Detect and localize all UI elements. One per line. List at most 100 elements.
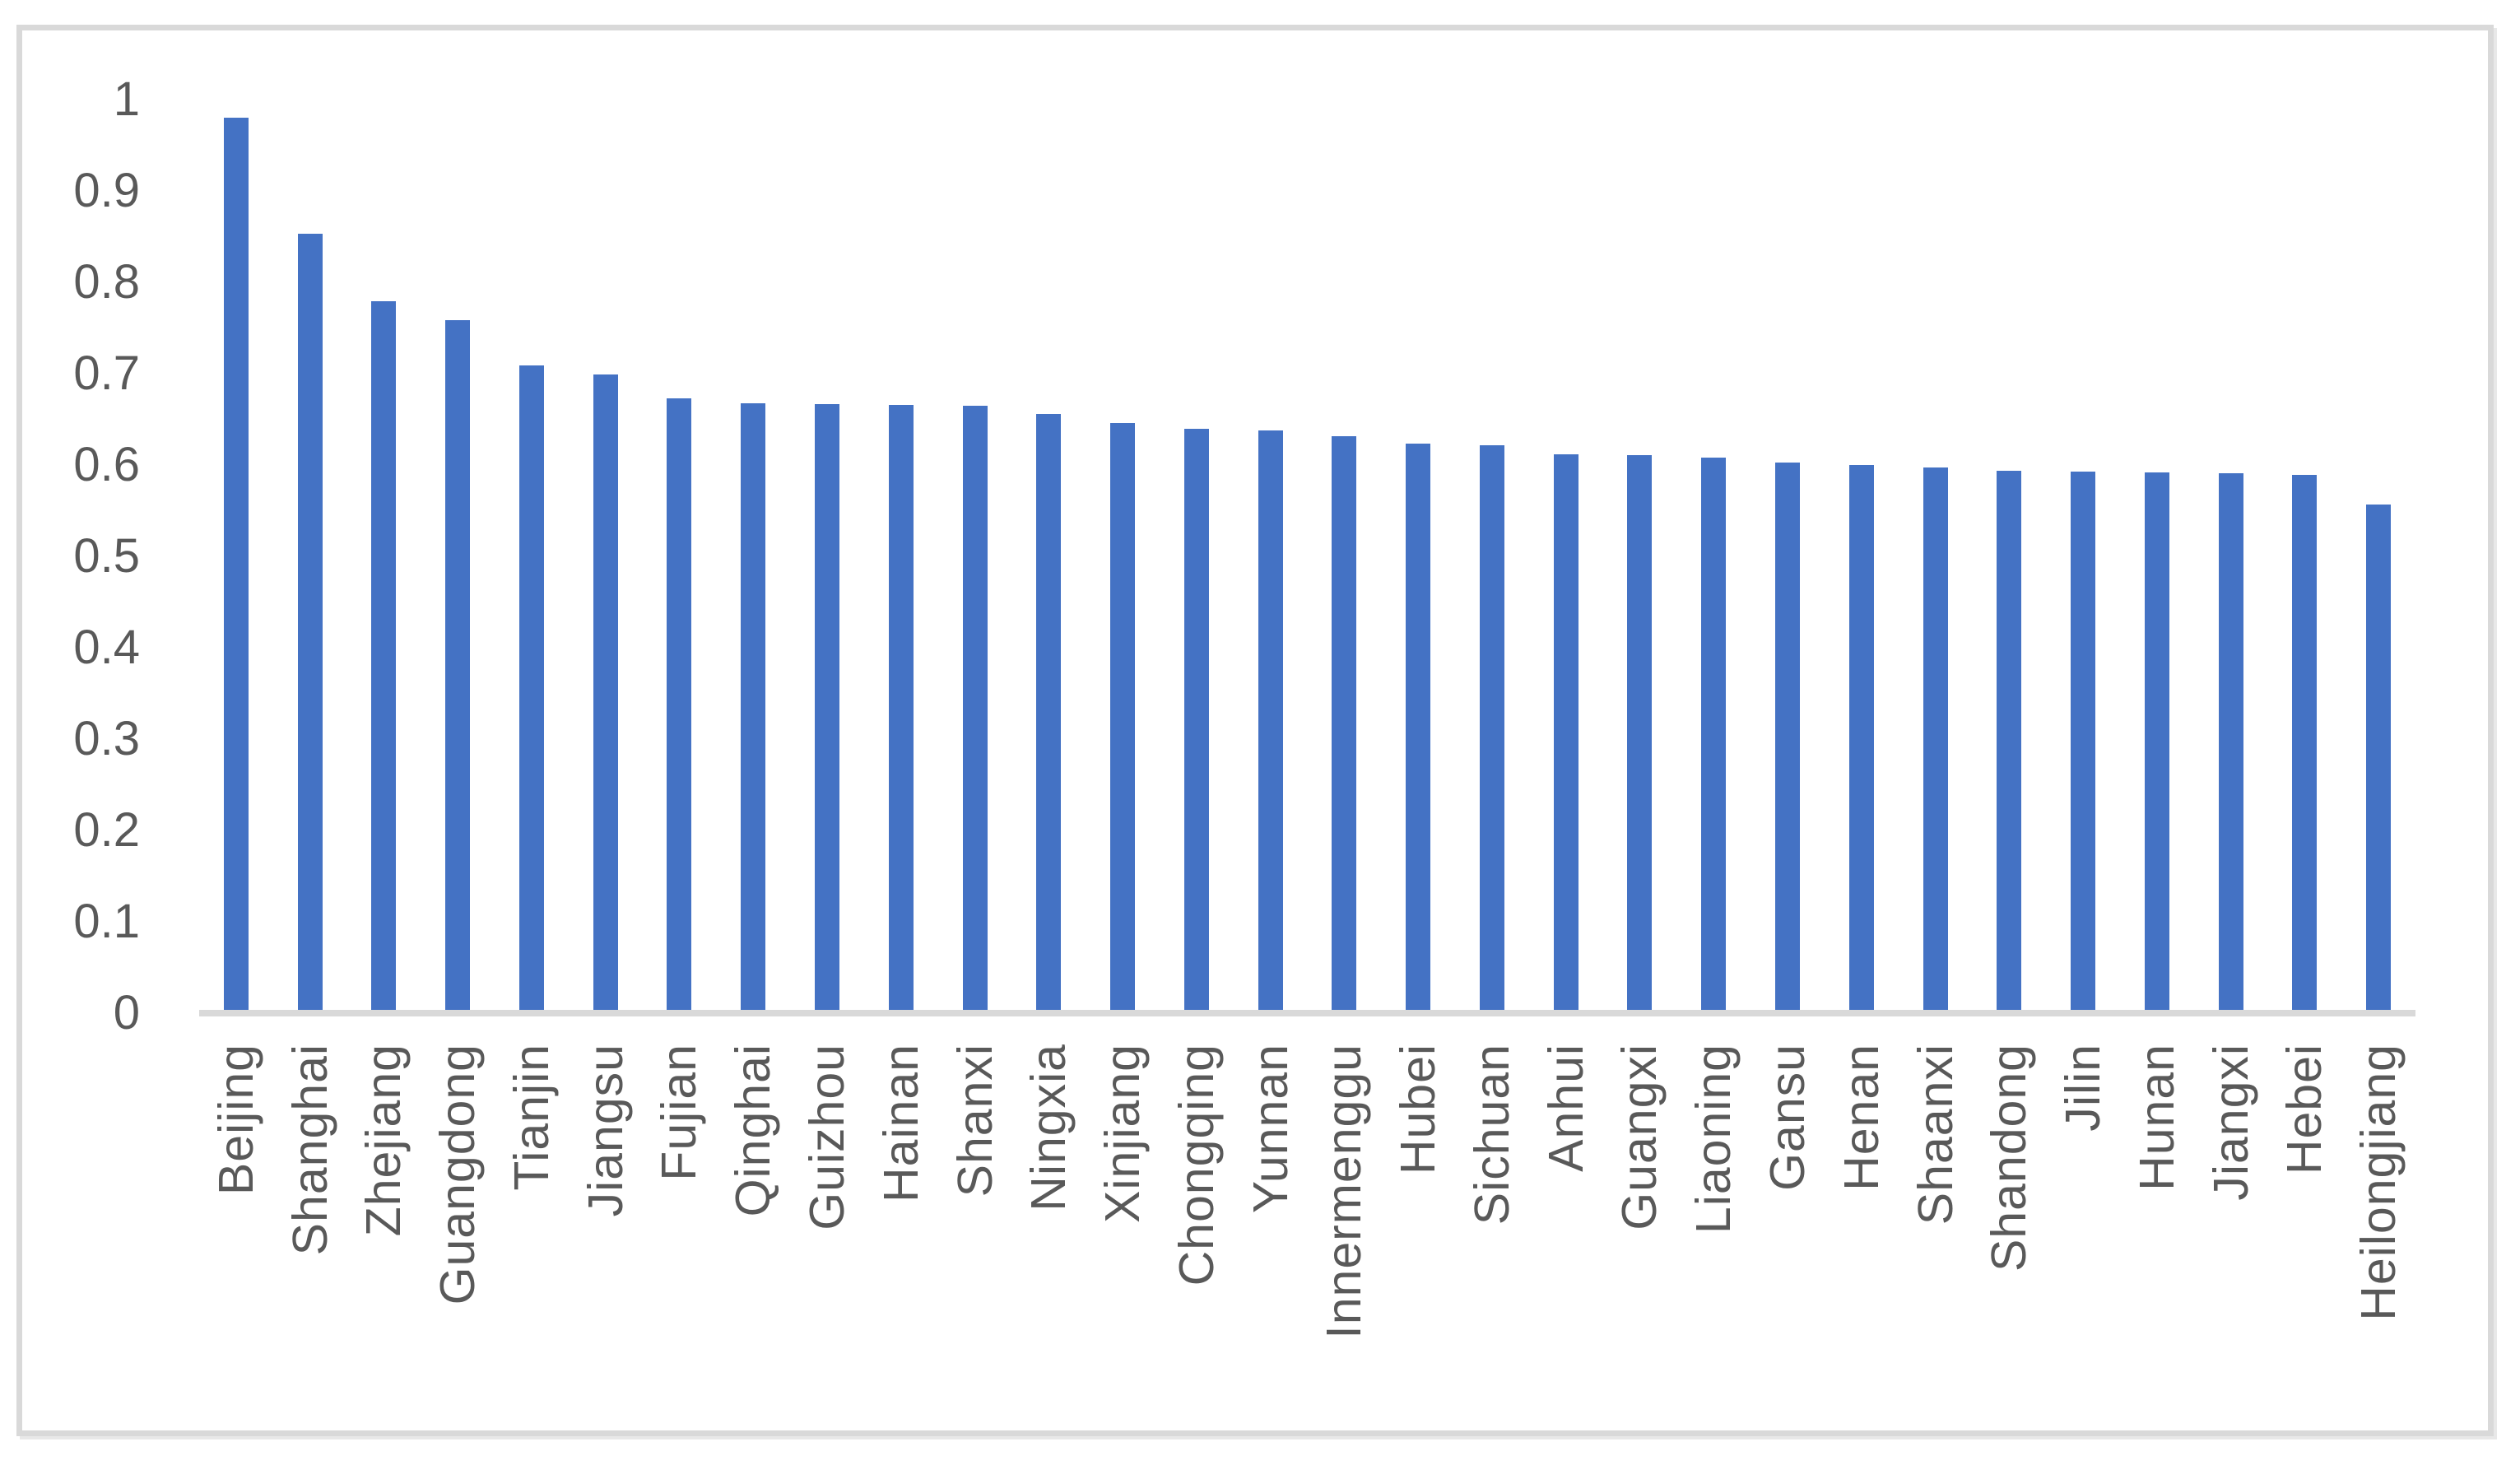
x-axis-label: Beijing	[209, 1044, 263, 1196]
bar	[298, 234, 323, 1010]
bar	[1406, 444, 1430, 1010]
x-axis-label-wrap: Gansu	[1758, 1044, 1817, 1191]
x-axis-label-wrap: Jiangsu	[576, 1044, 635, 1216]
bar	[1627, 455, 1652, 1010]
x-axis-label: Hubei	[1391, 1044, 1445, 1175]
x-axis-label: Shanxi	[948, 1044, 1002, 1198]
x-axis-label-wrap: Sichuan	[1462, 1044, 1522, 1225]
x-axis-label-wrap: Guizhou	[797, 1044, 857, 1230]
bar	[667, 398, 691, 1010]
bar	[1036, 414, 1061, 1010]
x-axis-label-wrap: Hubei	[1388, 1044, 1448, 1174]
y-axis-tick-label: 0.8	[73, 255, 140, 309]
bar	[1849, 465, 1874, 1010]
x-axis-label-wrap: Chongqing	[1167, 1044, 1226, 1286]
x-axis-label: Tianjin	[504, 1044, 559, 1191]
y-axis-tick-label: 1	[113, 72, 140, 126]
bar	[519, 365, 544, 1010]
x-axis-label-wrap: Jilin	[2053, 1044, 2113, 1132]
bar	[1775, 463, 1800, 1010]
bar	[963, 406, 988, 1010]
x-axis-label-wrap: Beijing	[207, 1044, 266, 1195]
bar	[2071, 472, 2095, 1010]
x-axis-label: Innermenggu	[1317, 1044, 1371, 1339]
x-axis-label: Gansu	[1760, 1044, 1815, 1191]
x-axis-label: Henan	[1834, 1044, 1889, 1191]
x-axis-label-wrap: Hunan	[2127, 1044, 2187, 1191]
x-axis-label: Jilin	[2056, 1044, 2110, 1132]
x-axis-label: Ningxia	[1021, 1044, 1076, 1212]
bar	[1997, 471, 2021, 1010]
x-axis-label-wrap: Guangxi	[1610, 1044, 1669, 1230]
x-axis-label: Chongqing	[1169, 1044, 1224, 1286]
x-axis-label: Xinjiang	[1095, 1044, 1150, 1223]
x-axis-label-wrap: Qinghai	[723, 1044, 783, 1216]
bar	[2219, 473, 2243, 1010]
x-axis-label: Shanghai	[283, 1044, 337, 1256]
y-axis-tick-label: 0.2	[73, 803, 140, 857]
bar	[889, 405, 914, 1010]
x-axis-label-wrap: Shanxi	[946, 1044, 1005, 1197]
y-axis-tick-label: 0.3	[73, 712, 140, 765]
bar	[371, 301, 396, 1010]
bar	[1332, 436, 1356, 1010]
y-axis-tick-label: 0.9	[73, 164, 140, 217]
x-axis-label: Hainan	[874, 1044, 928, 1202]
bar	[1480, 445, 1504, 1010]
x-axis-label: Hebei	[2277, 1044, 2332, 1175]
bar	[741, 403, 765, 1010]
x-axis-label-wrap: Anhui	[1537, 1044, 1596, 1172]
x-axis-label: Qinghai	[726, 1044, 780, 1217]
bar	[1184, 429, 1209, 1010]
y-axis-tick-label: 0.1	[73, 895, 140, 948]
x-axis-label: Guangxi	[1612, 1044, 1667, 1230]
bar	[1923, 467, 1948, 1010]
bar	[593, 374, 618, 1010]
x-axis-label: Liaoning	[1686, 1044, 1741, 1235]
x-axis-label: Yunnan	[1244, 1044, 1298, 1214]
bar	[1554, 454, 1578, 1010]
y-axis-tick-label: 0.5	[73, 529, 140, 583]
x-axis-label-wrap: Shandong	[1979, 1044, 2039, 1272]
x-axis-label: Zhejiang	[356, 1044, 411, 1237]
x-axis-label-wrap: Henan	[1832, 1044, 1891, 1191]
y-axis-tick-label: 0.7	[73, 346, 140, 400]
bar	[2145, 472, 2169, 1010]
x-axis-label: Shandong	[1982, 1044, 2036, 1272]
x-axis-label-wrap: Yunnan	[1241, 1044, 1300, 1213]
bar	[1110, 423, 1135, 1010]
y-axis-tick-label: 0.4	[73, 621, 140, 674]
bar	[224, 118, 249, 1010]
x-axis-label-wrap: Heilongjiang	[2349, 1044, 2408, 1321]
x-axis-label: Sichuan	[1465, 1044, 1519, 1225]
x-axis-label-wrap: Innermenggu	[1314, 1044, 1374, 1339]
x-axis-label: Fujian	[652, 1044, 706, 1181]
bar	[1701, 458, 1726, 1010]
y-axis-tick-label: 0.6	[73, 438, 140, 491]
bar	[445, 320, 470, 1010]
bar	[2292, 475, 2317, 1010]
x-axis-label: Jiangsu	[579, 1044, 633, 1217]
x-axis-label-wrap: Shaanxi	[1906, 1044, 1965, 1225]
y-axis-tick-label: 0	[113, 986, 140, 1039]
chart-frame: 0 0.1 0.2 0.3 0.4 0.5 0.6 0.7 0.8 0.9 1 Beijing Sha…	[16, 25, 2494, 1436]
bar	[1258, 430, 1283, 1010]
x-axis-label-wrap: Guangdong	[428, 1044, 487, 1305]
x-axis-label: Jiangxi	[2204, 1044, 2258, 1201]
x-axis-label-wrap: Liaoning	[1684, 1044, 1743, 1234]
x-axis-label-wrap: Fujian	[649, 1044, 709, 1181]
x-axis-label-wrap: Hainan	[872, 1044, 931, 1202]
x-axis-line	[199, 1010, 2415, 1016]
x-axis-label: Anhui	[1539, 1044, 1593, 1172]
x-axis-label-wrap: Hebei	[2275, 1044, 2334, 1174]
x-axis-label-wrap: Xinjiang	[1093, 1044, 1152, 1223]
bar	[815, 404, 839, 1010]
x-axis-label: Hunan	[2130, 1044, 2184, 1191]
x-axis-label-wrap: Zhejiang	[354, 1044, 413, 1236]
bar	[2366, 505, 2391, 1010]
x-axis-label: Heilongjiang	[2351, 1044, 2406, 1321]
x-axis-label-wrap: Shanghai	[281, 1044, 340, 1255]
x-axis-label: Guangdong	[430, 1044, 485, 1305]
x-axis-label: Shaanxi	[1909, 1044, 1963, 1225]
x-axis-label-wrap: Tianjin	[502, 1044, 561, 1191]
